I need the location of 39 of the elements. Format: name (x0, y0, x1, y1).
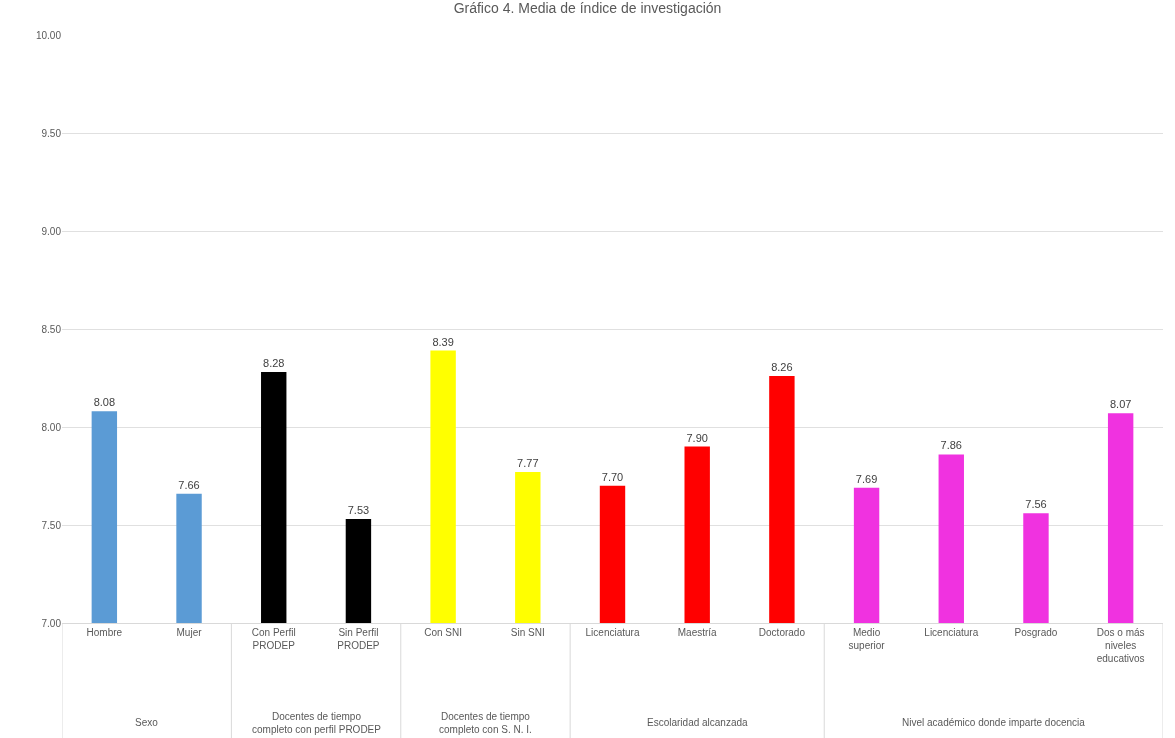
x-tick-label: Mujer (176, 627, 203, 638)
x-tick-label: Sin SNI (510, 627, 545, 638)
text: Docentes de tiempo completo con S. N. I. (439, 711, 532, 735)
data-label: 7.90 (686, 431, 708, 444)
y-tick-label: 9.50 (41, 127, 62, 139)
data-label: 8.28 (263, 357, 285, 370)
text: Escolaridad alcanzada (647, 717, 749, 728)
x-tick-label: Dos o más niveles educativos (1096, 627, 1145, 664)
x-tick-label: Hombre (86, 627, 123, 638)
y-tick-label: 7.50 (41, 519, 62, 531)
data-label: 8.26 (771, 361, 793, 374)
data-label: 7.70 (601, 470, 624, 483)
chart-title: Gráfico 4. Media de índice de investigación (453, 0, 722, 17)
data-label: 7.66 (178, 478, 200, 491)
data-label: 7.56 (1025, 498, 1047, 511)
y-tick-label: 8.00 (41, 421, 62, 433)
y-tick-label: 10.00 (35, 29, 62, 41)
text: Nivel académico donde imparte docencia (902, 717, 1086, 728)
data-label: 7.53 (347, 504, 370, 517)
text: Sexo (135, 717, 159, 728)
data-label: 8.07 (1109, 398, 1132, 411)
x-tick-label: Posgrado (1014, 627, 1058, 638)
x-tick-label: Licenciatura (585, 627, 640, 638)
y-tick-label: 7.00 (41, 617, 62, 629)
data-label: 7.86 (940, 439, 962, 452)
x-tick-label: Sin Perfil PRODEP (337, 627, 380, 651)
x-tick-label: Doctorado (758, 627, 806, 638)
text: Docentes de tiempo completo con perfil PRODEP (252, 711, 382, 735)
y-tick-label: 9.00 (41, 225, 62, 237)
x-tick-label: Con Perfil PRODEP (251, 627, 296, 651)
data-label: 8.39 (432, 335, 454, 348)
data-label: 7.69 (855, 472, 878, 485)
x-tick-label: Medio superior (848, 627, 886, 651)
x-tick-label: Licenciatura (924, 627, 979, 638)
x-tick-label: Maestría (677, 627, 718, 638)
y-tick-label: 8.50 (41, 323, 62, 335)
x-tick-label: Con SNI (424, 627, 463, 638)
data-label: 7.77 (517, 457, 539, 470)
data-label: 8.08 (93, 396, 116, 409)
